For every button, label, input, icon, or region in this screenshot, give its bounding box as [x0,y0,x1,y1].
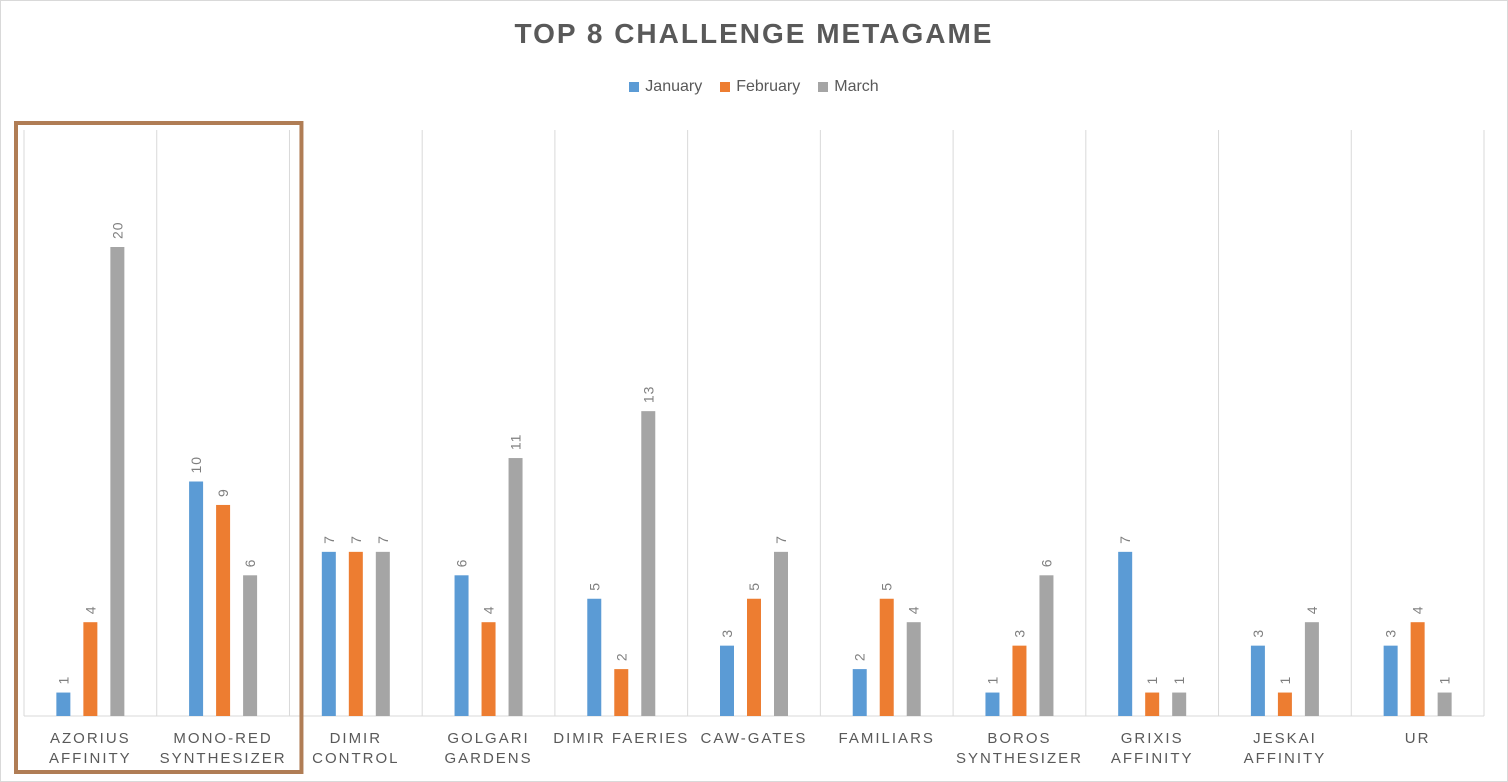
category-label: CAW-GATES [701,730,808,747]
bar-january [720,645,734,716]
data-label: 1 [1277,676,1293,685]
data-label: 1 [1437,676,1453,685]
data-label: 5 [879,582,895,591]
bar-january [1383,645,1398,716]
chart-legend: January February March [0,78,1508,96]
data-label: 4 [906,605,922,614]
data-label: 4 [1304,605,1320,614]
bar-january [321,551,336,716]
category-label: BOROS [987,730,1051,747]
bar-march [1172,692,1187,716]
data-label: 6 [1038,559,1054,568]
legend-item-march: March [818,78,879,96]
data-label: 7 [348,535,364,544]
category-label: MONO-RED [173,730,272,747]
data-label: 13 [640,386,656,404]
bar-january [1118,551,1133,716]
category-label: AFFINITY [1244,750,1327,767]
bar-march [508,458,523,716]
bar-february [747,598,761,716]
data-label: 7 [375,535,391,544]
data-label: 6 [242,559,258,568]
category-label: SYNTHESIZER [160,750,287,767]
data-label: 2 [613,652,629,661]
data-label: 1 [984,676,1000,685]
bar-february [83,622,98,716]
data-label: 10 [188,456,204,474]
legend-label-february: February [736,78,801,95]
bar-february [481,622,496,716]
bar-march [1437,692,1452,716]
legend-swatch-january [629,82,640,92]
data-label: 9 [215,488,231,497]
data-label: 7 [321,535,337,544]
category-label: AZORIUS [50,730,131,747]
data-label: 1 [55,676,71,685]
data-label: 4 [481,605,497,614]
category-label: AFFINITY [1111,750,1194,767]
category-label: FAMILIARS [839,730,935,747]
legend-swatch-february [720,82,731,92]
legend-swatch-march [818,82,829,92]
highlight-box [14,121,304,774]
data-label: 3 [1383,629,1399,638]
data-label: 1 [1144,676,1160,685]
category-label: DIMIR [330,730,383,747]
bar-march [1304,622,1319,716]
bar-march [906,622,921,716]
bar-march [641,411,656,716]
category-label: DIMIR FAERIES [553,730,689,747]
data-label: 6 [454,559,470,568]
data-label: 5 [746,582,762,591]
bar-february [614,669,629,716]
bar-january [852,669,867,716]
category-label: GARDENS [444,750,532,767]
data-label: 2 [852,652,868,661]
bar-february [1012,645,1027,716]
bar-march [243,575,258,716]
bar-february [216,504,231,716]
legend-label-january: January [645,78,703,95]
data-label: 3 [1011,629,1027,638]
bar-january [587,598,602,716]
category-label: UR [1405,730,1431,747]
data-label: 5 [586,582,602,591]
data-label: 4 [1410,605,1426,614]
category-label: CONTROL [312,750,399,767]
bar-february [879,598,894,716]
bar-january [985,692,1000,716]
data-label: 1 [1171,676,1187,685]
data-label: 4 [82,605,98,614]
bar-march [375,551,390,716]
data-label: 20 [109,221,125,239]
data-label: 7 [1117,535,1133,544]
legend-item-january: January [629,78,702,96]
bar-january [1250,645,1265,716]
category-label: AFFINITY [49,750,132,767]
bar-february [348,551,363,716]
bar-january [454,575,469,716]
bar-january [189,481,204,716]
data-label: 3 [1250,629,1266,638]
category-label: JESKAI [1253,730,1317,747]
data-label: 7 [773,535,789,544]
bar-march [110,247,125,716]
category-label: SYNTHESIZER [956,750,1083,767]
category-label: GOLGARI [447,730,529,747]
bar-february [1277,692,1292,716]
category-label: GRIXIS [1121,730,1184,747]
legend-item-february: February [720,78,800,96]
bar-march [1039,575,1054,716]
legend-label-march: March [834,78,879,95]
chart-title: TOP 8 CHALLENGE METAGAME [514,18,994,49]
bar-march [774,551,788,716]
bar-february [1145,692,1160,716]
bar-february [1410,622,1425,716]
data-label: 3 [719,629,735,638]
bar-january [56,692,71,716]
data-label: 11 [508,434,524,451]
